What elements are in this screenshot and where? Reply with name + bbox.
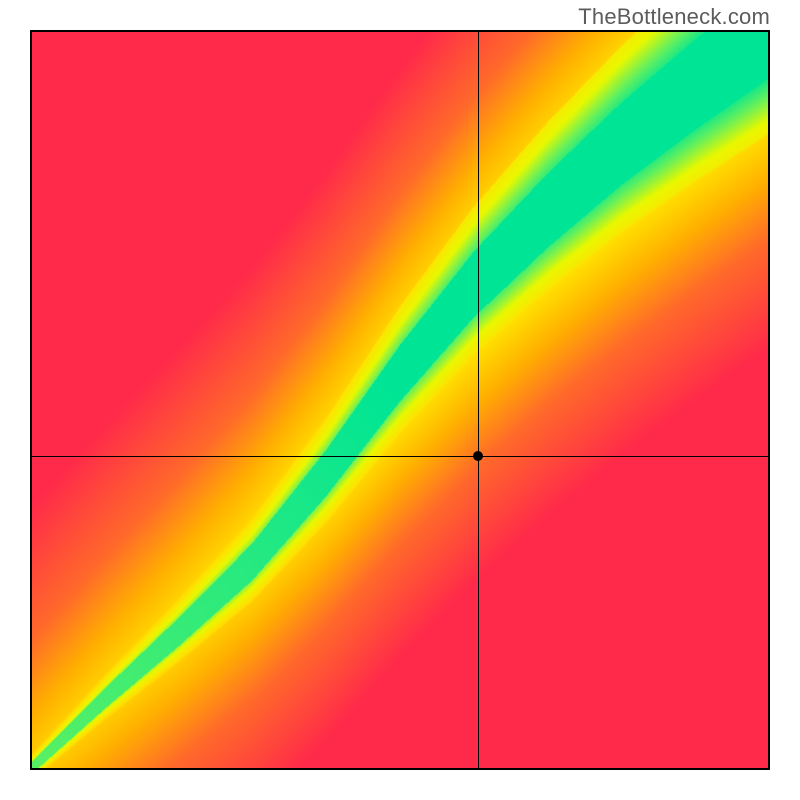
plot-area [30, 30, 770, 770]
watermark-text: TheBottleneck.com [578, 4, 770, 30]
heatmap-canvas [30, 30, 770, 770]
chart-container: TheBottleneck.com [0, 0, 800, 800]
